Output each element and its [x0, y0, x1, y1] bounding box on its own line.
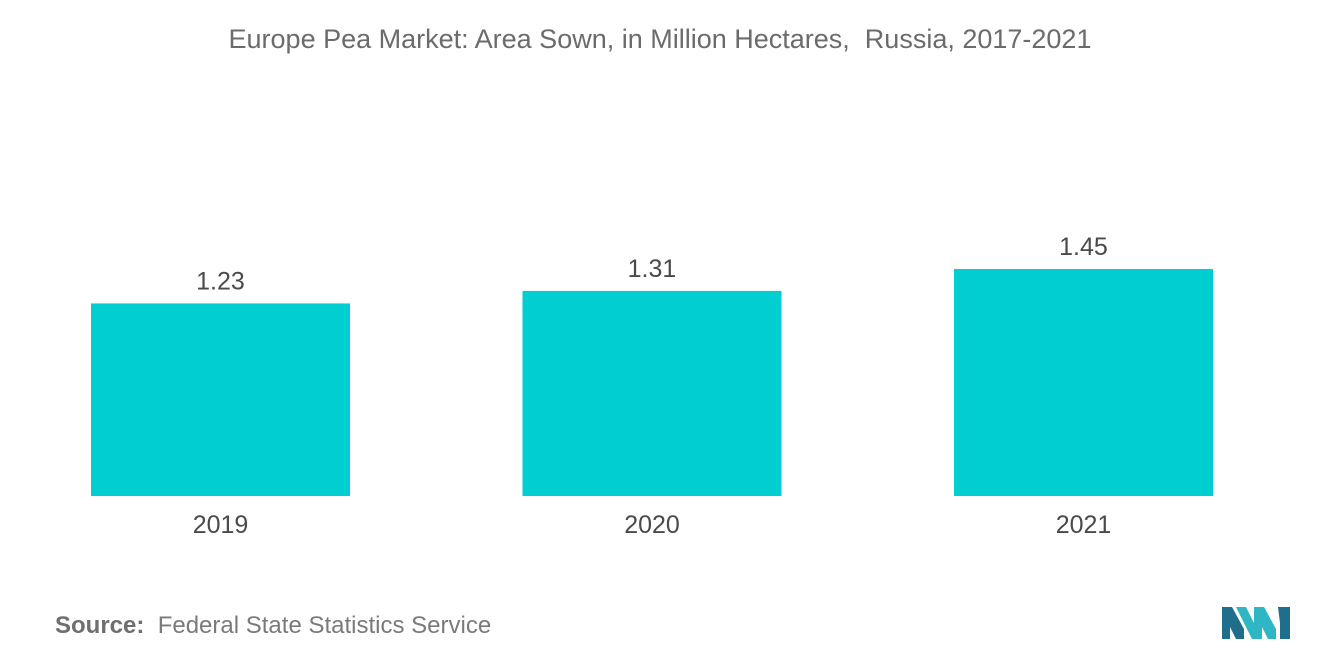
bar-2020 — [522, 290, 782, 496]
bars-layer — [91, 269, 1213, 496]
x-tick-label-2020: 2020 — [624, 511, 680, 539]
mordor-intelligence-logo-icon — [1222, 607, 1290, 639]
data-label-2021: 1.45 — [1059, 233, 1108, 261]
labels-layer: 1.23 2019 1.31 2020 1.45 2021 — [193, 233, 1112, 539]
bar-2021 — [954, 269, 1213, 496]
source-text: Federal State Statistics Service — [157, 612, 492, 639]
source-note: Source: Federal State Statistics Service — [55, 612, 491, 640]
data-label-2019: 1.23 — [196, 267, 245, 295]
x-tick-label-2021: 2021 — [1056, 511, 1112, 539]
data-label-2020: 1.31 — [628, 255, 677, 283]
source-label: Source: — [55, 612, 145, 639]
x-tick-label-2019: 2019 — [193, 511, 249, 539]
chart-title: Europe Pea Market: Area Sown, in Million… — [228, 24, 1092, 54]
bar-2019 — [91, 303, 350, 496]
